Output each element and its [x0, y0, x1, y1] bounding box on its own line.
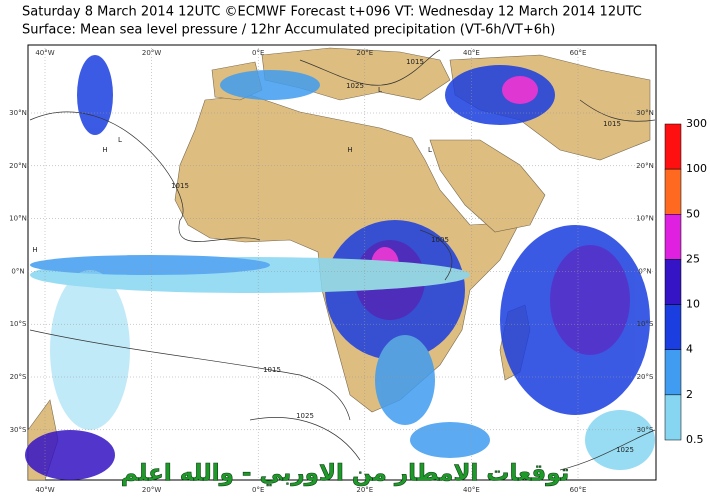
isobar — [299, 49, 441, 86]
legend-label: 10 — [686, 298, 700, 311]
precip-area — [30, 255, 270, 275]
isobar — [29, 329, 351, 421]
precip-area — [77, 55, 113, 135]
precip-area — [220, 70, 320, 100]
legend-label: 2 — [686, 388, 693, 401]
precip-area — [550, 245, 630, 355]
legend-swatch — [664, 394, 682, 441]
graticule: 40°W 40°W 20°W 20°W 0°E 0°E 20°E 20°E 40°E 40°E 60… — [9, 45, 656, 494]
lat-label: 10°S — [637, 320, 654, 328]
header-line: Surface: Mean sea level pressure / 12hr … — [22, 23, 555, 38]
lon-label: 40°E — [463, 49, 480, 57]
legend-label: 100 — [686, 162, 707, 175]
isobar-label: 1015 — [263, 366, 281, 374]
isobar-label: 1015 — [171, 182, 189, 190]
lon-label: 60°E — [570, 49, 587, 57]
lon-label: 40°W — [35, 49, 54, 57]
lon-label: 0°E — [252, 49, 264, 57]
legend-label: 300 — [686, 117, 707, 130]
isobar — [419, 229, 453, 281]
header-line: Saturday 8 March 2014 12UTC ©ECMWF Forec… — [22, 5, 642, 20]
pressure-mark: H — [32, 246, 37, 254]
precip-area — [50, 270, 130, 430]
legend-swatch — [664, 259, 682, 305]
lat-label: 20°S — [10, 373, 27, 381]
legend-label: 0.5 — [686, 433, 704, 446]
lon-label: 20°E — [356, 49, 373, 57]
lon-label: 40°E — [463, 486, 480, 494]
lat-label: 10°N — [636, 215, 654, 223]
isobar-label: 1015 — [406, 58, 424, 66]
precip-area — [375, 335, 435, 425]
precip-area — [25, 430, 115, 480]
lon-label: 40°W — [35, 486, 54, 494]
pressure-mark: L — [118, 136, 122, 144]
isobar-label: 1005 — [431, 236, 449, 244]
legend-swatch — [664, 349, 682, 396]
isobar-label: 1025 — [616, 446, 634, 454]
lat-label: 30°N — [636, 109, 654, 117]
isobar-label: 1025 — [346, 82, 364, 90]
precip-area — [445, 65, 555, 125]
isobars — [29, 49, 656, 471]
precipitation — [25, 55, 655, 480]
isobar — [249, 417, 361, 461]
lat-label: 0°N — [638, 267, 651, 275]
lat-label: 10°N — [9, 215, 27, 223]
isobar-label: 1025 — [296, 412, 314, 420]
lat-label: 30°S — [637, 426, 654, 434]
pressure-mark: H — [102, 146, 107, 154]
lat-label: 20°S — [637, 373, 654, 381]
lon-label: 20°E — [356, 486, 373, 494]
legend-swatch — [664, 168, 682, 215]
legend-swatch — [664, 304, 682, 350]
pressure-mark: L — [378, 86, 382, 94]
legend-label: 4 — [686, 343, 693, 356]
lon-label: 0°E — [252, 486, 264, 494]
lat-label: 20°N — [636, 162, 654, 170]
legend-label: 50 — [686, 207, 700, 220]
legend: 300 100 50 25 10 4 2 0.5 — [664, 117, 707, 446]
legend-label: 25 — [686, 252, 700, 265]
caption: توقعات الامطار من الاوربي - والله اعلم — [121, 461, 570, 487]
lon-label: 60°E — [570, 486, 587, 494]
pressure-mark: L — [428, 146, 432, 154]
isobar — [579, 99, 656, 122]
precip-area — [410, 422, 490, 458]
isobar — [559, 429, 656, 471]
map: 40°W 40°W 20°W 20°W 0°E 0°E 20°E 20°E 40°E 40°E 60… — [9, 44, 657, 494]
isobar-label: 1015 — [603, 120, 621, 128]
lat-label: 10°S — [10, 320, 27, 328]
precip-area — [502, 76, 538, 104]
pressure-mark: H — [347, 146, 352, 154]
lat-label: 0°N — [11, 267, 24, 275]
lon-label: 20°W — [142, 486, 161, 494]
precip-area — [585, 410, 655, 470]
legend-swatch — [664, 214, 682, 260]
lon-label: 20°W — [142, 49, 161, 57]
lat-label: 20°N — [9, 162, 27, 170]
legend-swatch — [664, 123, 682, 170]
lat-label: 30°N — [9, 109, 27, 117]
lat-label: 30°S — [10, 426, 27, 434]
